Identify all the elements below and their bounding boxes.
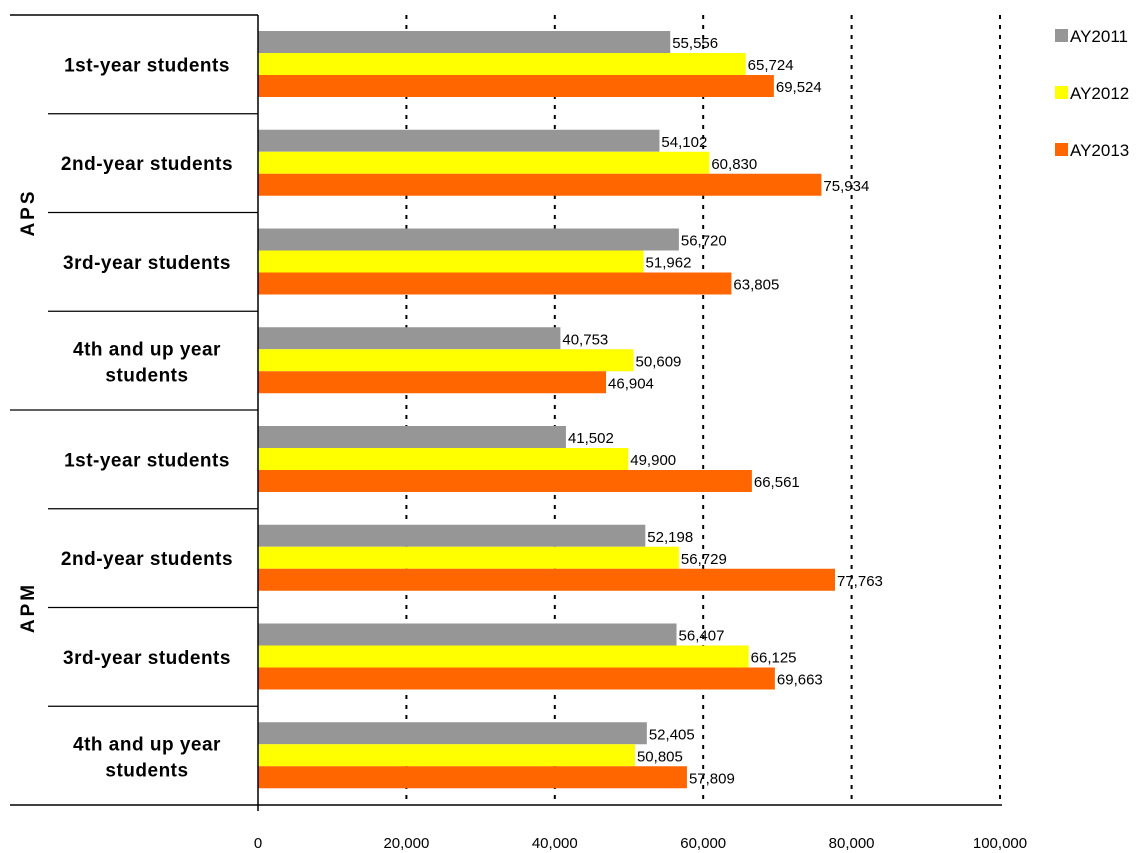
data-label-ay2011-6: 56,407 — [679, 628, 725, 645]
data-label-ay2012-7: 50,805 — [637, 748, 683, 765]
bar-ay2012-3 — [258, 349, 634, 372]
data-label-ay2012-0: 65,724 — [748, 57, 794, 74]
data-label-ay2011-5: 52,198 — [647, 529, 693, 546]
data-label-ay2012-3: 50,609 — [636, 353, 682, 370]
bar-ay2011-1 — [258, 129, 660, 152]
bar-ay2011-0 — [258, 31, 671, 53]
data-label-ay2013-3: 46,904 — [608, 375, 654, 392]
bar-ay2013-2 — [258, 272, 732, 295]
legend-swatch-ay2011 — [1055, 29, 1068, 42]
category-label-1: 2nd-year students — [61, 154, 233, 175]
bar-ay2011-6 — [258, 623, 677, 646]
data-label-ay2011-7: 52,405 — [649, 726, 695, 743]
bar-ay2013-3 — [258, 371, 607, 394]
data-label-ay2012-2: 51,962 — [646, 255, 692, 272]
data-label-ay2011-1: 54,102 — [661, 134, 707, 151]
category-label-7-line2: students — [105, 761, 188, 782]
data-label-ay2012-5: 56,729 — [681, 551, 727, 568]
data-label-ay2011-4: 41,502 — [568, 430, 614, 447]
bar-ay2012-2 — [258, 250, 644, 273]
bar-ay2013-5 — [258, 568, 836, 591]
legend-label-ay2013: AY2013 — [1070, 141, 1129, 160]
x-tick-label-2: 40,000 — [532, 835, 578, 852]
x-tick-label-4: 80,000 — [829, 835, 875, 852]
category-label-3-line1: 4th and up year — [73, 340, 221, 361]
bar-ay2011-3 — [258, 327, 561, 350]
category-label-7-line1: 4th and up year — [73, 735, 221, 756]
category-label-3-line2: students — [105, 366, 188, 387]
data-label-ay2011-0: 55,556 — [672, 35, 718, 52]
bar-ay2013-6 — [258, 667, 775, 690]
data-label-ay2013-7: 57,809 — [689, 770, 735, 787]
legend-swatch-ay2012 — [1055, 86, 1068, 99]
data-label-ay2011-3: 40,753 — [562, 331, 608, 348]
bar-ay2012-5 — [258, 546, 679, 569]
data-label-ay2013-6: 69,663 — [777, 672, 823, 689]
category-label-0: 1st-year students — [64, 55, 230, 76]
bar-ay2011-5 — [258, 524, 646, 547]
data-label-ay2013-5: 77,763 — [837, 573, 883, 590]
bar-ay2013-0 — [258, 75, 774, 97]
data-label-ay2013-0: 69,524 — [776, 79, 822, 96]
legend-label-ay2012: AY2012 — [1070, 84, 1129, 103]
x-tick-label-3: 60,000 — [680, 835, 726, 852]
legend-swatch-ay2013 — [1055, 143, 1068, 156]
data-label-ay2011-2: 56,720 — [681, 233, 727, 250]
bar-ay2012-4 — [258, 448, 629, 470]
group-label-apm: APM — [18, 582, 39, 633]
legend-label-ay2011: AY2011 — [1070, 27, 1128, 46]
data-label-ay2013-1: 75,934 — [823, 178, 869, 195]
bar-ay2013-7 — [258, 766, 687, 789]
bar-ay2011-7 — [258, 722, 647, 745]
bar-ay2012-6 — [258, 645, 749, 668]
bar-ay2011-4 — [258, 426, 566, 448]
bar-ay2011-2 — [258, 228, 679, 251]
bar-ay2012-0 — [258, 53, 746, 75]
data-label-ay2012-4: 49,900 — [630, 452, 676, 469]
category-label-2: 3rd-year students — [63, 253, 231, 274]
bar-ay2013-4 — [258, 470, 752, 492]
bar-ay2012-1 — [258, 151, 710, 174]
x-tick-label-1: 20,000 — [383, 835, 429, 852]
data-label-ay2013-4: 66,561 — [754, 474, 800, 491]
data-label-ay2012-1: 60,830 — [711, 156, 757, 173]
bar-ay2013-1 — [258, 173, 822, 196]
bar-ay2012-7 — [258, 744, 635, 767]
category-label-5: 2nd-year students — [61, 549, 233, 570]
data-label-ay2013-2: 63,805 — [733, 277, 779, 294]
data-label-ay2012-6: 66,125 — [751, 650, 797, 667]
x-tick-label-5: 100,000 — [973, 835, 1027, 852]
group-label-aps: APS — [18, 188, 39, 236]
category-label-6: 3rd-year students — [63, 648, 231, 669]
category-label-4: 1st-year students — [64, 450, 230, 471]
x-tick-label-0: 0 — [254, 835, 262, 852]
